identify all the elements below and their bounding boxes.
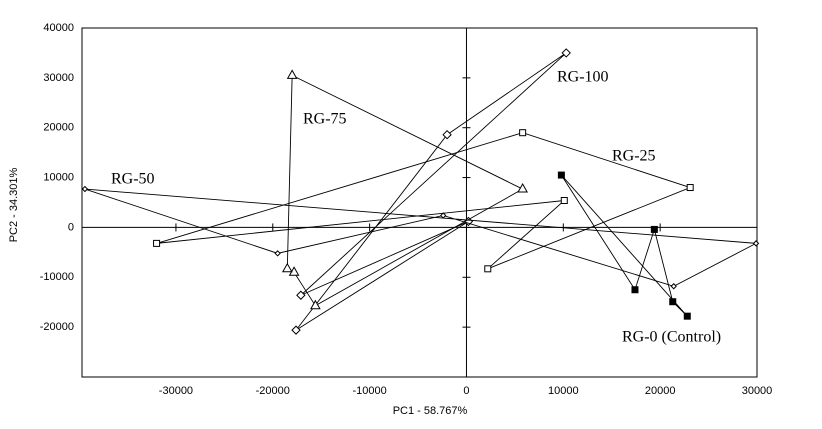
marker bbox=[669, 298, 677, 306]
series-line bbox=[156, 132, 692, 270]
series-label: RG-25 bbox=[612, 148, 656, 165]
y-tick-label: -10000 bbox=[40, 271, 74, 283]
series-line bbox=[560, 174, 688, 317]
series-label: RG-100 bbox=[557, 69, 609, 86]
marker bbox=[81, 185, 89, 193]
x-tick-label: 30000 bbox=[742, 385, 773, 397]
series-label: RG-75 bbox=[303, 111, 347, 128]
marker bbox=[281, 262, 293, 273]
x-tick-label: -30000 bbox=[159, 385, 193, 397]
marker bbox=[291, 325, 301, 335]
marker bbox=[560, 197, 568, 205]
y-tick-label: 20000 bbox=[43, 122, 74, 134]
marker bbox=[650, 225, 658, 233]
x-tick-label: 10000 bbox=[548, 385, 579, 397]
series-label: RG-0 (Control) bbox=[622, 329, 721, 346]
series-line bbox=[295, 52, 567, 331]
x-axis-label: PC1 - 58.767% bbox=[393, 405, 468, 417]
marker bbox=[686, 184, 694, 192]
marker bbox=[561, 48, 571, 58]
x-tick-label: -20000 bbox=[256, 385, 290, 397]
marker bbox=[752, 240, 760, 247]
marker bbox=[670, 283, 677, 290]
plot-frame bbox=[81, 27, 758, 378]
series-label: RG-50 bbox=[111, 171, 155, 188]
y-axis-label: PC2 - 34.301% bbox=[8, 167, 20, 242]
marker bbox=[310, 299, 321, 310]
marker bbox=[442, 129, 452, 140]
series-line bbox=[286, 74, 524, 307]
x-tick-label: 0 bbox=[463, 385, 469, 397]
marker bbox=[153, 239, 161, 247]
x-tick-label: -10000 bbox=[352, 385, 386, 397]
marker bbox=[519, 129, 527, 137]
marker bbox=[286, 69, 298, 79]
series-line bbox=[84, 188, 758, 287]
marker bbox=[296, 290, 306, 300]
marker bbox=[440, 212, 447, 219]
marker bbox=[517, 183, 528, 193]
marker bbox=[683, 312, 691, 320]
marker bbox=[631, 286, 639, 294]
y-tick-label: 0 bbox=[68, 221, 74, 233]
marker bbox=[274, 250, 281, 257]
y-tick-label: 40000 bbox=[43, 22, 74, 34]
y-tick-label: 10000 bbox=[43, 171, 74, 183]
marker bbox=[557, 171, 565, 179]
y-tick-label: 30000 bbox=[43, 72, 74, 84]
x-tick-label: 20000 bbox=[645, 385, 676, 397]
marker bbox=[484, 265, 492, 273]
y-tick-label: -20000 bbox=[40, 321, 74, 333]
